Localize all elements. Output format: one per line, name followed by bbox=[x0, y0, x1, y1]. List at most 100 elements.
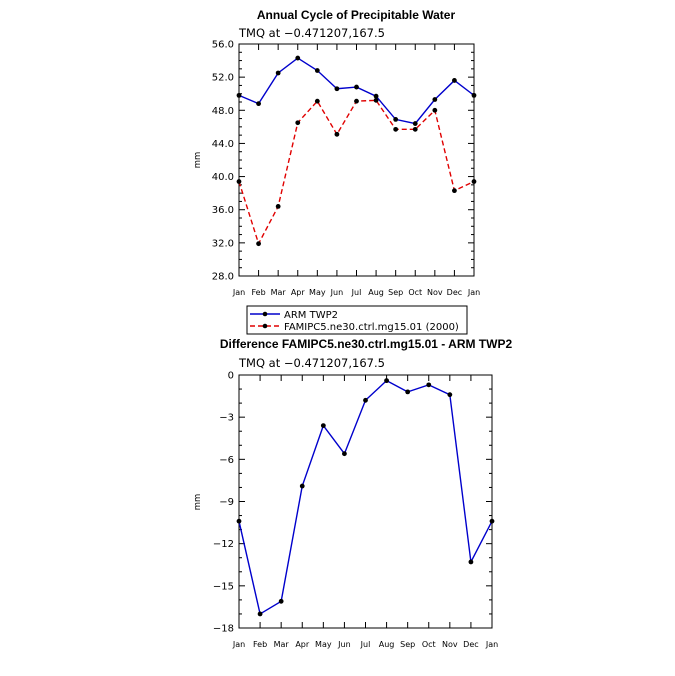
data-point bbox=[471, 179, 477, 184]
data-point bbox=[257, 611, 263, 617]
x-tick-label: Dec bbox=[447, 288, 462, 297]
plot-area: 28.0 32.0 36.0 40.0 44.0 48.0 52.0 56.0 Jan Feb Ma… bbox=[212, 40, 480, 298]
y-tick-label: 44.0 bbox=[212, 139, 234, 150]
data-point bbox=[447, 392, 453, 398]
y-tick-label: −12 bbox=[213, 539, 234, 550]
data-point bbox=[314, 68, 320, 73]
data-point bbox=[384, 378, 389, 384]
data-point bbox=[354, 98, 359, 104]
y-axis-label: mm bbox=[193, 494, 203, 511]
x-tick-label: Aug bbox=[379, 640, 395, 649]
data-point bbox=[236, 92, 242, 98]
x-tick-label: Jan bbox=[485, 640, 498, 649]
legend-label-model: FAMIPC5.ne30.ctrl.mg15.01 (2000) bbox=[284, 322, 459, 333]
y-tick-label: −9 bbox=[219, 497, 234, 508]
data-point bbox=[256, 241, 261, 247]
data-point bbox=[314, 98, 320, 104]
x-tick-label: Feb bbox=[251, 288, 265, 297]
data-point bbox=[412, 126, 418, 132]
series-group bbox=[236, 378, 495, 617]
data-point bbox=[393, 117, 399, 122]
x-tick-label: Jul bbox=[360, 640, 371, 649]
x-tick-label: Jan bbox=[232, 288, 245, 297]
series-line-1 bbox=[238, 57, 475, 125]
difference-chart: Difference FAMIPC5.ne30.ctrl.mg15.01 - A… bbox=[193, 337, 512, 649]
plot-area: −18 −15 −12 −9 −6 −3 0 Jan Feb Mar Apr May Jun Jul Aug… bbox=[213, 371, 498, 650]
chart-title: Annual Cycle of Precipitable Water bbox=[257, 8, 456, 22]
x-tick-label: Oct bbox=[408, 288, 422, 297]
y-tick-label: −18 bbox=[213, 624, 234, 635]
legend-box bbox=[246, 305, 468, 335]
x-tick-label: Mar bbox=[274, 640, 290, 649]
y-tick-label: −3 bbox=[219, 413, 234, 424]
legend-marker-model bbox=[262, 323, 268, 329]
data-point bbox=[452, 78, 457, 83]
data-point bbox=[275, 70, 281, 76]
series-line-1 bbox=[238, 379, 493, 616]
y-tick-label: 56.0 bbox=[212, 40, 234, 51]
data-point bbox=[334, 86, 340, 92]
x-tick-label: Sep bbox=[400, 640, 415, 649]
y-tick-label: 52.0 bbox=[212, 73, 234, 84]
data-point bbox=[405, 389, 411, 395]
y-axis-label: mm bbox=[193, 152, 203, 169]
plot-frame bbox=[238, 374, 493, 629]
data-point bbox=[373, 93, 379, 99]
x-tick-label: Apr bbox=[291, 288, 306, 297]
x-tick-label: Sep bbox=[388, 288, 403, 297]
y-tick-label: 28.0 bbox=[212, 272, 234, 283]
data-point bbox=[489, 518, 495, 524]
data-point bbox=[373, 97, 379, 103]
y-tick-label: −6 bbox=[219, 455, 234, 466]
legend-label-arm: ARM TWP2 bbox=[284, 310, 338, 321]
x-tick-label: May bbox=[315, 640, 332, 649]
x-tick-label: Mar bbox=[271, 288, 287, 297]
series-group bbox=[236, 55, 477, 247]
chart-subtitle: TMQ at −0.471207,167.5 bbox=[238, 26, 385, 40]
x-tick-label: May bbox=[309, 288, 326, 297]
data-point bbox=[295, 120, 301, 126]
x-tick-label: Jun bbox=[337, 640, 351, 649]
data-point bbox=[320, 423, 326, 428]
x-tick-label: Aug bbox=[368, 288, 384, 297]
data-point bbox=[354, 84, 359, 90]
data-point bbox=[452, 188, 457, 194]
data-point bbox=[295, 55, 301, 61]
data-point bbox=[426, 382, 432, 388]
data-point bbox=[432, 97, 438, 102]
x-tick-label: Oct bbox=[422, 640, 436, 649]
y-tick-label: −15 bbox=[213, 581, 234, 592]
legend: ARM TWP2 FAMIPC5.ne30.ctrl.mg15.01 (2000… bbox=[246, 305, 468, 335]
data-point bbox=[468, 559, 474, 565]
data-point bbox=[393, 126, 399, 132]
data-point bbox=[236, 179, 242, 184]
chart-subtitle: TMQ at −0.471207,167.5 bbox=[238, 356, 385, 370]
y-tick-label: 40.0 bbox=[212, 172, 234, 183]
x-tick-label: Jan bbox=[467, 288, 480, 297]
data-point bbox=[299, 483, 305, 489]
x-tick-label: Jul bbox=[351, 288, 362, 297]
data-point bbox=[256, 101, 261, 107]
data-point bbox=[412, 121, 418, 126]
series-line-2 bbox=[238, 99, 475, 246]
x-tick-label: Dec bbox=[463, 640, 478, 649]
data-point bbox=[275, 204, 281, 209]
data-point bbox=[236, 518, 242, 524]
data-point bbox=[432, 107, 438, 113]
y-tick-label: 0 bbox=[228, 371, 234, 382]
chart-title: Difference FAMIPC5.ne30.ctrl.mg15.01 - A… bbox=[220, 337, 513, 351]
x-tick-label: Apr bbox=[295, 640, 310, 649]
data-point bbox=[363, 397, 368, 403]
data-point bbox=[334, 131, 340, 137]
data-point bbox=[342, 451, 347, 457]
x-tick-label: Jan bbox=[232, 640, 245, 649]
y-tick-label: 36.0 bbox=[212, 205, 234, 216]
y-tick-label: 48.0 bbox=[212, 106, 234, 117]
x-tick-label: Nov bbox=[427, 288, 443, 297]
precipitable-water-annual-cycle-chart: Annual Cycle of Precipitable Water TMQ a… bbox=[193, 8, 480, 335]
x-tick-label: Nov bbox=[442, 640, 458, 649]
data-point bbox=[471, 92, 477, 98]
legend-marker-arm bbox=[262, 311, 268, 317]
data-point bbox=[278, 598, 284, 604]
